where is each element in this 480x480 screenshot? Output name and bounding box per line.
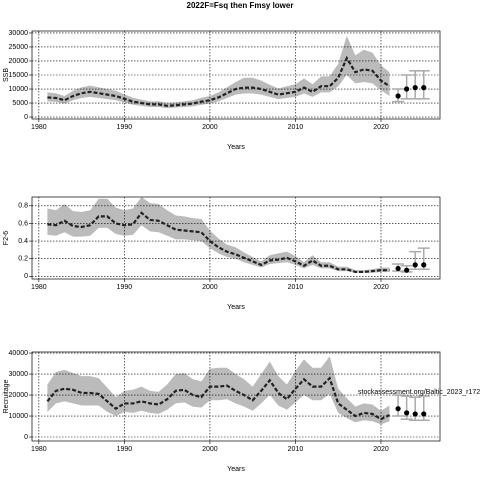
annotation: stockassessment.org/Baltic_2023_r17206_g… xyxy=(358,389,480,396)
series-line xyxy=(47,211,390,274)
plot-frame xyxy=(31,351,441,442)
projection-point xyxy=(421,411,427,417)
x-tick-label: 2020 xyxy=(373,446,389,453)
x-tick-label: 1990 xyxy=(117,284,133,291)
y-tick-label: 0 xyxy=(24,114,28,121)
y-tick-label: 30000 xyxy=(9,30,29,37)
y-tick-label: 0.6 xyxy=(18,220,28,227)
confidence-band xyxy=(47,35,390,109)
y-tick-label: 30000 xyxy=(9,371,29,378)
plot-frame xyxy=(31,30,441,120)
y-axis-label: SSB xyxy=(3,68,10,82)
projection-point xyxy=(421,85,427,91)
projection-point xyxy=(395,265,401,272)
projection-point xyxy=(412,85,418,91)
x-tick-label: 2000 xyxy=(202,446,218,453)
x-tick-label: 2010 xyxy=(288,446,304,453)
plot-frame xyxy=(31,196,441,280)
x-axis-label: Years xyxy=(227,466,245,473)
x-tick-label: 1980 xyxy=(31,284,47,291)
x-tick-label: 2000 xyxy=(202,284,218,291)
projection-point xyxy=(412,411,418,417)
series-line xyxy=(47,55,391,107)
x-tick-label: 1990 xyxy=(117,124,133,131)
x-tick-label: 1980 xyxy=(31,446,47,453)
y-tick-label: 0 xyxy=(24,434,28,441)
confidence-band xyxy=(47,197,390,273)
y-axis-label: F2-6 xyxy=(3,231,10,246)
y-tick-label: 15000 xyxy=(9,72,29,79)
projection-point xyxy=(404,410,410,416)
projection-point xyxy=(421,262,427,268)
x-tick-label: 1980 xyxy=(31,124,47,131)
chart-title: 2022F=Fsq then Fmsy lower xyxy=(187,1,294,10)
y-tick-label: 40000 xyxy=(9,350,29,357)
x-axis-label: Years xyxy=(227,304,245,311)
projection-point xyxy=(395,93,401,99)
x-tick-label: 2000 xyxy=(202,124,218,131)
projection-point xyxy=(412,262,418,268)
x-tick-label: 2010 xyxy=(288,124,304,131)
x-tick-label: 1990 xyxy=(117,446,133,453)
projection-point xyxy=(404,86,410,92)
projection-point xyxy=(395,406,401,412)
y-tick-label: 25000 xyxy=(9,44,29,51)
y-axis-label: Recruitage xyxy=(3,379,10,413)
y-tick-label: 20000 xyxy=(9,58,29,65)
confidence-band xyxy=(47,356,390,425)
y-tick-label: 5000 xyxy=(12,100,28,107)
x-axis-label: Years xyxy=(227,144,245,151)
y-tick-label: 20000 xyxy=(9,392,29,399)
y-tick-label: 10000 xyxy=(9,86,29,93)
y-tick-label: 0 xyxy=(24,273,28,280)
y-tick-label: 0.2 xyxy=(18,256,28,263)
y-tick-label: 0.4 xyxy=(18,238,28,245)
x-tick-label: 2020 xyxy=(373,124,389,131)
x-tick-label: 2020 xyxy=(373,284,389,291)
projection-point xyxy=(404,267,410,273)
x-tick-label: 2010 xyxy=(288,284,304,291)
y-tick-label: 0.8 xyxy=(18,203,28,210)
y-tick-label: 10000 xyxy=(9,413,29,420)
